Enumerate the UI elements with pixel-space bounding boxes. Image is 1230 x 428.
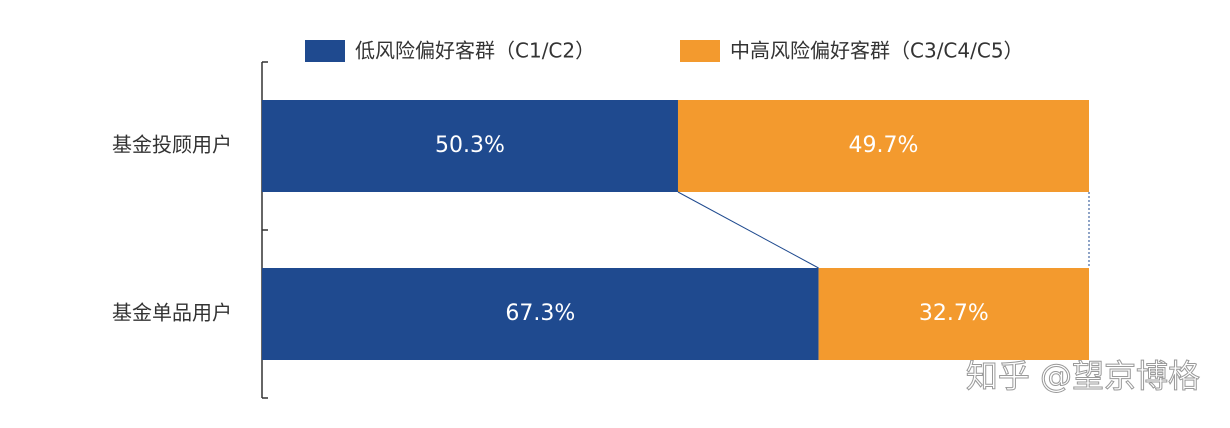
data-label: 49.7% — [849, 133, 919, 158]
legend-swatch — [305, 40, 345, 62]
data-label: 50.3% — [435, 133, 505, 158]
bar-segment — [818, 268, 1089, 360]
bar-segment — [262, 268, 819, 360]
bar-segment — [677, 100, 1089, 192]
y-tick-label: 基金单品用户 — [112, 301, 232, 325]
connector — [677, 191, 819, 269]
watermark: 知乎 @望京博格 — [966, 357, 1200, 395]
legend-swatch — [680, 40, 720, 62]
data-label: 32.7% — [919, 301, 989, 326]
bar-segment — [262, 100, 678, 192]
y-tick-label: 基金投顾用户 — [112, 133, 232, 157]
data-label: 67.3% — [505, 301, 575, 326]
legend-label: 低风险偏好客群（C1/C2） — [355, 39, 595, 63]
legend-label: 中高风险偏好客群（C3/C4/C5） — [730, 39, 1024, 63]
